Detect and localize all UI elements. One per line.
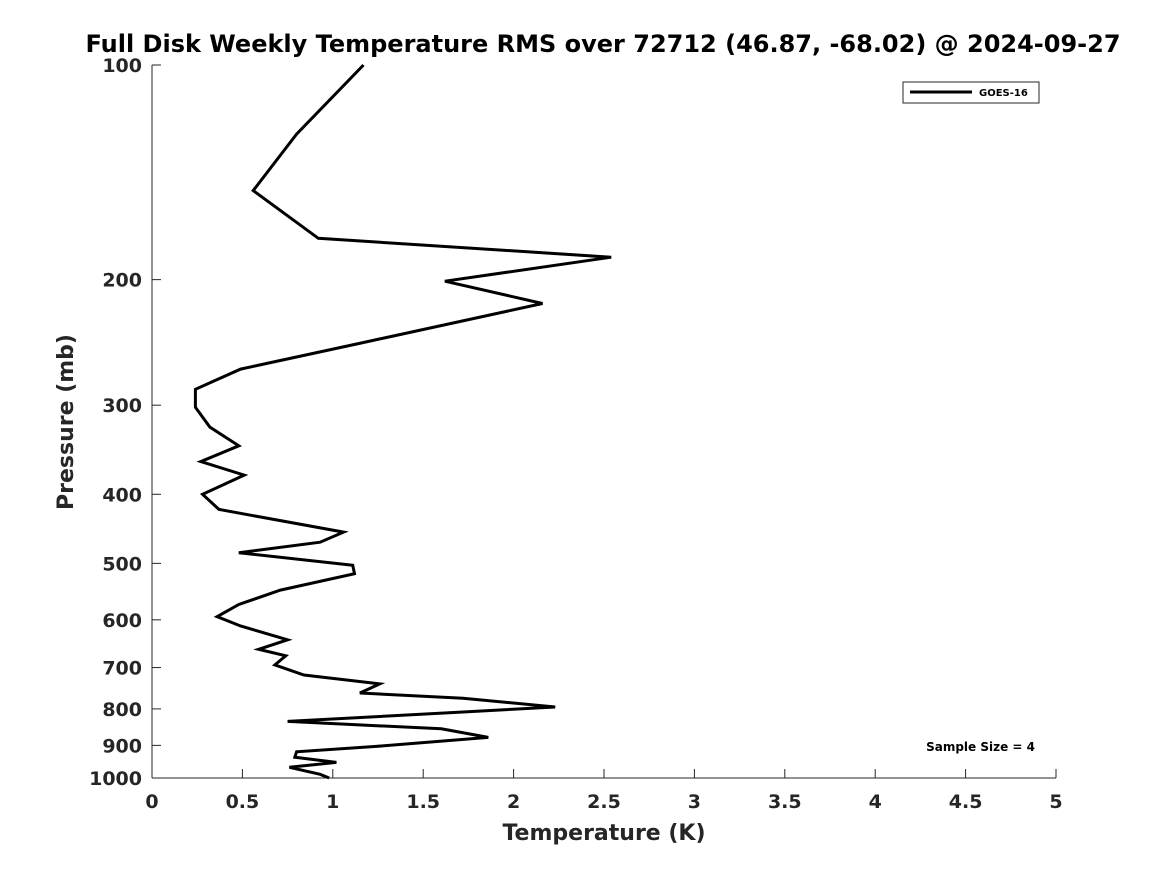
x-tick-label: 4	[869, 791, 882, 813]
y-tick-label: 800	[102, 699, 142, 721]
x-tick-label: 1.5	[406, 791, 440, 813]
x-tick-label: 2	[507, 791, 520, 813]
y-tick-label: 300	[102, 395, 142, 417]
x-tick-label: 3.5	[768, 791, 802, 813]
x-tick-label: 0.5	[226, 791, 260, 813]
x-tick-label: 4.5	[949, 791, 983, 813]
x-tick-label: 2.5	[587, 791, 621, 813]
y-tick-label: 1000	[89, 768, 142, 790]
y-tick-label: 200	[102, 270, 142, 292]
x-tick-label: 1	[326, 791, 339, 813]
y-tick-label: 700	[102, 658, 142, 680]
plot-area	[193, 63, 612, 780]
y-tick-label: 500	[102, 553, 142, 575]
y-ticks: 100 200 300 400 500 600 700 800 900 1000	[89, 55, 161, 790]
x-axis-label: Temperature (K)	[502, 821, 705, 846]
x-tick-label: 3	[688, 791, 701, 813]
y-tick-label: 100	[102, 55, 142, 77]
y-tick-label: 900	[102, 735, 142, 757]
sample-size-annotation: Sample Size = 4	[926, 740, 1035, 754]
x-tick-label: 0	[145, 791, 158, 813]
y-tick-label: 400	[102, 484, 142, 506]
y-axis-label: Pressure (mb)	[54, 334, 79, 510]
legend: GOES-16	[902, 81, 1040, 104]
x-tick-label: 5	[1049, 791, 1062, 813]
y-tick-label: 600	[102, 610, 142, 632]
chart-title: Full Disk Weekly Temperature RMS over 72…	[85, 30, 1120, 58]
x-ticks: 0 0.5 1 1.5 2 2.5 3 3.5 4 4.5 5	[145, 769, 1063, 813]
series-line-goes-16	[193, 63, 612, 780]
legend-label-goes-16: GOES-16	[979, 88, 1028, 99]
